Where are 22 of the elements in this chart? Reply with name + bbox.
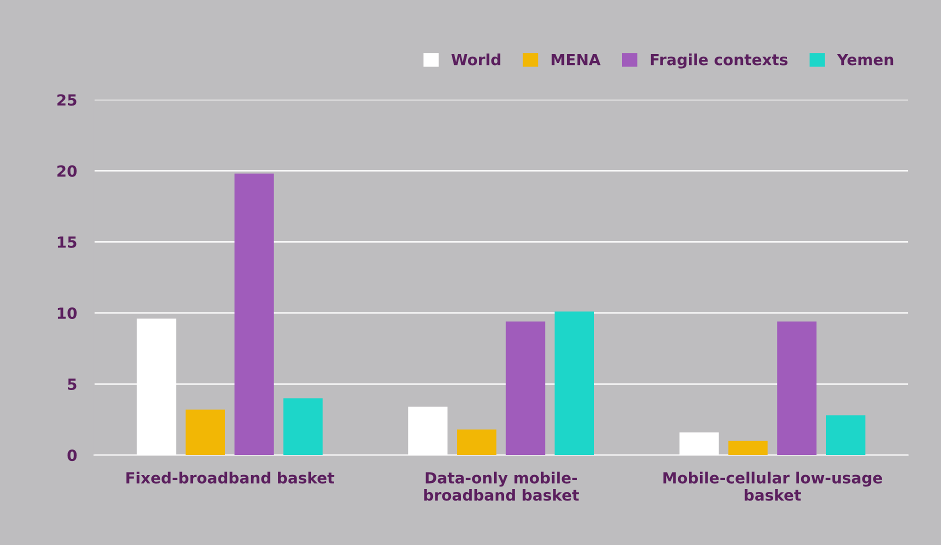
bar	[826, 415, 866, 456]
bar	[234, 174, 274, 456]
bar	[283, 398, 323, 456]
legend-label: Fragile contexts	[650, 54, 788, 68]
legend-label: World	[451, 54, 500, 66]
x-tick-label: Mobile-cellular low-usage basket	[663, 472, 882, 501]
bar	[456, 429, 496, 456]
y-tick-label: 0	[68, 450, 77, 462]
bar	[554, 312, 594, 456]
x-tick-label: Data-only mobile- broadband basket	[424, 472, 579, 501]
y-tick-label: 25	[57, 94, 76, 106]
bar	[506, 321, 546, 456]
y-tick-label: 5	[68, 378, 76, 390]
y-tick-label: 10	[58, 307, 77, 319]
bar	[186, 410, 226, 456]
legend-label: Yemen	[836, 54, 894, 66]
y-tick-label: 20	[57, 165, 77, 177]
y-tick-label: 15	[58, 236, 76, 248]
bar	[728, 440, 768, 456]
bar	[777, 321, 816, 456]
x-tick-label: Fixed-broadband basket	[126, 472, 334, 484]
legend-label: MENA	[552, 54, 601, 66]
